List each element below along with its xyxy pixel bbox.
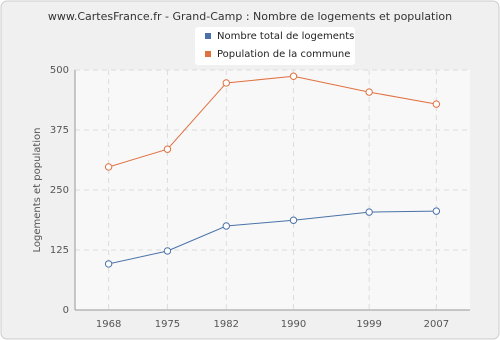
legend-label: Nombre total de logements bbox=[217, 31, 354, 42]
data-point bbox=[289, 216, 298, 224]
data-point bbox=[222, 79, 230, 87]
data-point bbox=[289, 72, 298, 80]
data-point bbox=[163, 145, 172, 153]
y-tick-label: 250 bbox=[50, 185, 69, 196]
y-tick-label: 125 bbox=[50, 245, 69, 256]
data-point bbox=[104, 163, 113, 171]
data-point bbox=[163, 247, 172, 255]
legend-swatch bbox=[205, 51, 211, 57]
x-tick-label: 1968 bbox=[96, 319, 121, 330]
chart-title: www.CartesFrance.fr - Grand-Camp : Nombr… bbox=[48, 10, 452, 23]
y-axis-label: Logements et population bbox=[32, 127, 43, 252]
x-tick-label: 1982 bbox=[214, 319, 239, 330]
data-point bbox=[432, 207, 441, 215]
y-tick-label: 0 bbox=[63, 305, 69, 316]
x-tick-label: 2007 bbox=[424, 319, 449, 330]
x-tick-label: 1999 bbox=[356, 319, 381, 330]
y-tick-label: 375 bbox=[50, 125, 69, 136]
legend-swatch bbox=[205, 33, 211, 39]
data-point bbox=[365, 88, 373, 96]
data-point bbox=[432, 100, 441, 108]
series-line bbox=[108, 210, 437, 265]
legend-box bbox=[195, 27, 355, 65]
data-point bbox=[104, 260, 113, 268]
x-tick-label: 1975 bbox=[155, 319, 180, 330]
data-point bbox=[222, 222, 230, 230]
data-point bbox=[365, 208, 373, 216]
y-tick-label: 500 bbox=[50, 65, 69, 76]
legend-label: Population de la commune bbox=[217, 49, 350, 60]
series-line bbox=[108, 75, 437, 168]
x-tick-label: 1990 bbox=[281, 319, 306, 330]
